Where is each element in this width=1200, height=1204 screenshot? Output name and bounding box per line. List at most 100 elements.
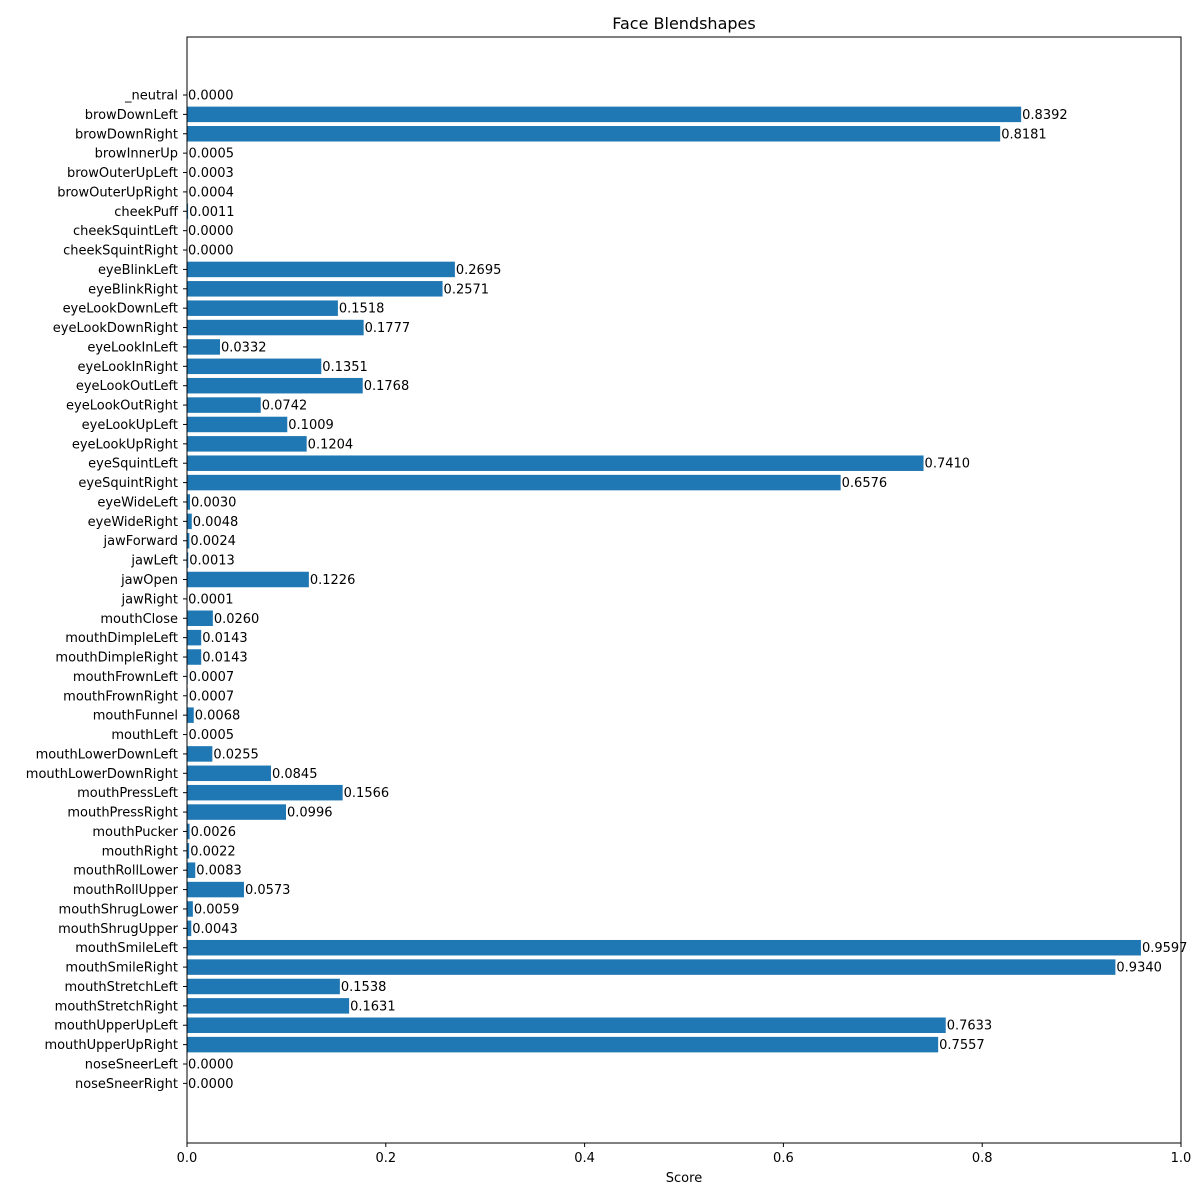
bar-eyeSquintRight bbox=[187, 475, 841, 491]
bar-mouthStretchLeft bbox=[187, 979, 340, 995]
bar-eyeLookOutLeft bbox=[187, 378, 363, 394]
bar-eyeBlinkLeft bbox=[187, 262, 455, 278]
value-label-eyeLookInRight: 0.1351 bbox=[322, 360, 368, 375]
x-tick-label-0.4: 0.4 bbox=[574, 1151, 595, 1166]
value-label-browOuterUpRight: 0.0004 bbox=[188, 185, 234, 200]
bar-eyeLookOutRight bbox=[187, 397, 261, 413]
value-label-mouthShrugLower: 0.0059 bbox=[194, 902, 240, 917]
y-tick-label-jawLeft: jawLeft bbox=[130, 554, 178, 569]
y-tick-label-eyeBlinkRight: eyeBlinkRight bbox=[88, 282, 178, 297]
y-tick-label-noseSneerLeft: noseSneerLeft bbox=[85, 1058, 178, 1073]
y-tick-label-browDownLeft: browDownLeft bbox=[85, 108, 178, 123]
bar-mouthLowerDownLeft bbox=[187, 746, 212, 762]
x-tick-label-0.8: 0.8 bbox=[972, 1151, 993, 1166]
bar-mouthClose bbox=[187, 611, 213, 627]
value-label-eyeLookOutRight: 0.0742 bbox=[262, 399, 308, 414]
bar-jawOpen bbox=[187, 572, 309, 588]
chart-title: Face Blendshapes bbox=[612, 14, 755, 33]
x-axis-label: Score bbox=[666, 1171, 702, 1186]
bar-browDownRight bbox=[187, 126, 1000, 142]
y-tick-label-noseSneerRight: noseSneerRight bbox=[75, 1077, 178, 1092]
y-tick-label-mouthRollLower: mouthRollLower bbox=[73, 864, 178, 879]
bar-mouthUpperUpRight bbox=[187, 1037, 938, 1053]
value-label-jawForward: 0.0024 bbox=[190, 534, 236, 549]
y-tick-label-mouthPucker: mouthPucker bbox=[92, 825, 178, 840]
value-label-mouthDimpleRight: 0.0143 bbox=[202, 651, 248, 666]
value-label-eyeLookUpLeft: 0.1009 bbox=[288, 418, 334, 433]
y-tick-label-eyeWideLeft: eyeWideLeft bbox=[97, 495, 178, 510]
value-label-mouthFrownRight: 0.0007 bbox=[189, 689, 235, 704]
y-tick-label-cheekSquintRight: cheekSquintRight bbox=[63, 244, 178, 259]
value-label-cheekSquintLeft: 0.0000 bbox=[188, 224, 234, 239]
value-label-eyeLookInLeft: 0.0332 bbox=[221, 340, 267, 355]
y-tick-label-eyeLookOutRight: eyeLookOutRight bbox=[66, 399, 178, 414]
y-tick-label-browInnerUp: browInnerUp bbox=[95, 147, 178, 162]
y-tick-label-browDownRight: browDownRight bbox=[75, 127, 178, 142]
x-tick-label-0.0: 0.0 bbox=[177, 1151, 198, 1166]
value-label-mouthRollLower: 0.0083 bbox=[196, 864, 242, 879]
y-tick-label-eyeLookInLeft: eyeLookInLeft bbox=[87, 340, 178, 355]
y-tick-label-mouthUpperUpRight: mouthUpperUpRight bbox=[44, 1038, 178, 1053]
bar-eyeLookDownLeft bbox=[187, 300, 338, 316]
y-tick-label-mouthLowerDownLeft: mouthLowerDownLeft bbox=[36, 747, 178, 762]
value-label-eyeLookUpRight: 0.1204 bbox=[308, 437, 354, 452]
value-label-noseSneerLeft: 0.0000 bbox=[188, 1058, 234, 1073]
value-label-mouthLowerDownLeft: 0.0255 bbox=[213, 747, 259, 762]
y-tick-label-mouthLeft: mouthLeft bbox=[111, 728, 178, 743]
bar-eyeLookUpRight bbox=[187, 436, 307, 452]
y-tick-label-mouthFrownRight: mouthFrownRight bbox=[63, 689, 178, 704]
value-label-mouthRight: 0.0022 bbox=[190, 844, 236, 859]
y-tick-label-mouthFrownLeft: mouthFrownLeft bbox=[73, 670, 178, 685]
value-label-eyeWideRight: 0.0048 bbox=[193, 515, 239, 530]
value-label-mouthPucker: 0.0026 bbox=[191, 825, 237, 840]
value-label-mouthPressLeft: 0.1566 bbox=[344, 786, 390, 801]
y-tick-label-mouthShrugUpper: mouthShrugUpper bbox=[58, 922, 179, 937]
y-tick-label-eyeLookDownLeft: eyeLookDownLeft bbox=[63, 302, 178, 317]
bar-mouthShrugLower bbox=[187, 901, 193, 917]
bar-mouthShrugUpper bbox=[187, 921, 191, 937]
y-tick-label-browOuterUpLeft: browOuterUpLeft bbox=[67, 166, 178, 181]
value-label-browDownRight: 0.8181 bbox=[1001, 127, 1046, 142]
value-label-_neutral: 0.0000 bbox=[188, 89, 234, 104]
value-label-mouthUpperUpLeft: 0.7633 bbox=[947, 1019, 993, 1034]
value-label-mouthUpperUpRight: 0.7557 bbox=[939, 1038, 985, 1053]
y-tick-label-mouthDimpleRight: mouthDimpleRight bbox=[55, 651, 178, 666]
value-label-mouthClose: 0.0260 bbox=[214, 612, 260, 627]
y-tick-label-browOuterUpRight: browOuterUpRight bbox=[57, 185, 178, 200]
value-label-eyeLookDownLeft: 0.1518 bbox=[339, 302, 385, 317]
value-label-browInnerUp: 0.0005 bbox=[189, 147, 235, 162]
y-tick-label-mouthFunnel: mouthFunnel bbox=[93, 709, 178, 724]
value-label-jawRight: 0.0001 bbox=[188, 592, 234, 607]
value-label-eyeBlinkRight: 0.2571 bbox=[444, 282, 490, 297]
value-label-mouthShrugUpper: 0.0043 bbox=[192, 922, 238, 937]
value-label-mouthFunnel: 0.0068 bbox=[195, 709, 241, 724]
value-label-eyeSquintLeft: 0.7410 bbox=[925, 457, 971, 472]
bar-mouthSmileLeft bbox=[187, 940, 1141, 956]
y-tick-label-eyeLookDownRight: eyeLookDownRight bbox=[53, 321, 178, 336]
y-tick-label-eyeLookInRight: eyeLookInRight bbox=[78, 360, 178, 375]
y-tick-label-jawForward: jawForward bbox=[103, 534, 179, 549]
value-label-eyeBlinkLeft: 0.2695 bbox=[456, 263, 502, 278]
bar-mouthRollLower bbox=[187, 862, 195, 878]
y-tick-label-mouthPressLeft: mouthPressLeft bbox=[77, 786, 178, 801]
value-label-cheekSquintRight: 0.0000 bbox=[188, 244, 234, 259]
value-label-mouthPressRight: 0.0996 bbox=[287, 806, 333, 821]
bar-eyeLookInLeft bbox=[187, 339, 220, 355]
bar-eyeLookUpLeft bbox=[187, 417, 287, 433]
bar-mouthDimpleLeft bbox=[187, 630, 201, 646]
bar-mouthPressRight bbox=[187, 804, 286, 820]
bar-eyeBlinkRight bbox=[187, 281, 443, 297]
value-label-eyeWideLeft: 0.0030 bbox=[191, 495, 237, 510]
y-tick-label-jawRight: jawRight bbox=[121, 592, 178, 607]
y-tick-label-mouthShrugLower: mouthShrugLower bbox=[59, 902, 179, 917]
bar-mouthFunnel bbox=[187, 707, 194, 723]
y-tick-label-mouthSmileLeft: mouthSmileLeft bbox=[75, 941, 178, 956]
y-tick-label-mouthUpperUpLeft: mouthUpperUpLeft bbox=[54, 1019, 178, 1034]
value-label-jawLeft: 0.0013 bbox=[189, 554, 235, 569]
y-tick-label-mouthLowerDownRight: mouthLowerDownRight bbox=[26, 767, 178, 782]
value-label-mouthLeft: 0.0005 bbox=[189, 728, 235, 743]
x-tick-label-0.6: 0.6 bbox=[773, 1151, 794, 1166]
y-tick-label-mouthSmileRight: mouthSmileRight bbox=[65, 961, 178, 976]
